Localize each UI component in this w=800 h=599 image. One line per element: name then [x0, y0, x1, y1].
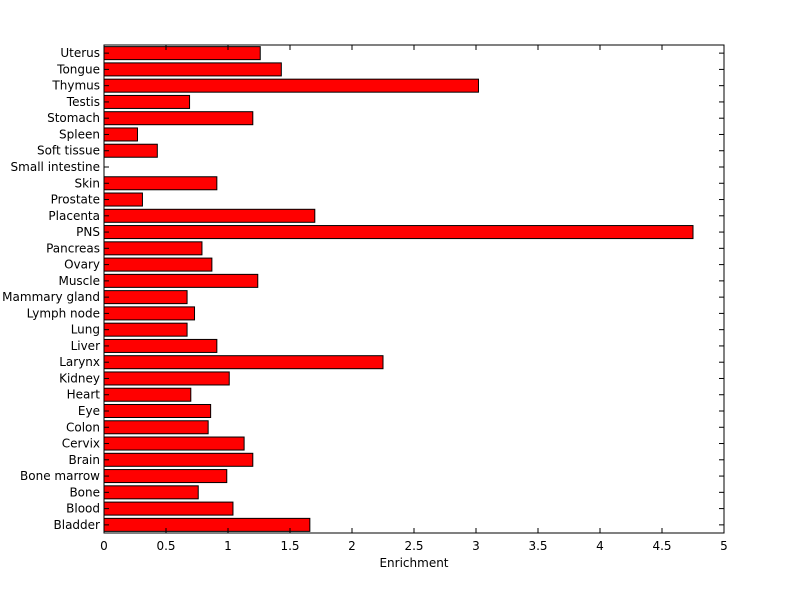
bar-brain	[103, 452, 254, 467]
y-tick-label-bladder: Bladder	[54, 518, 101, 532]
bar-soft-tissue	[103, 143, 158, 158]
bar-lymph-node	[103, 306, 196, 321]
bar-muscle	[103, 273, 259, 288]
y-tick-label-cervix: Cervix	[62, 437, 100, 451]
bar-pancreas	[103, 241, 203, 256]
y-tick-label-ovary: Ovary	[64, 258, 100, 272]
y-tick-label-soft-tissue: Soft tissue	[37, 144, 100, 158]
y-tick-label-tongue: Tongue	[56, 62, 100, 76]
bar-testis	[103, 94, 191, 109]
y-ticks-group: Bladder Blood Bone Bone marrow Brain Cervix Co…	[2, 46, 724, 532]
x-tick-label-9: 4.5	[652, 539, 671, 553]
y-tick-label-lymph-node: Lymph node	[27, 306, 100, 320]
x-tick-label-1: 0.5	[156, 539, 175, 553]
y-tick-label-heart: Heart	[67, 388, 101, 402]
x-tick-label-4: 2	[348, 539, 356, 553]
y-tick-label-stomach: Stomach	[47, 111, 100, 125]
plot-frame	[103, 44, 725, 534]
bar-colon	[103, 420, 209, 435]
bar-cervix	[103, 436, 245, 451]
bar-bladder	[103, 517, 311, 532]
x-tick-label-2: 1	[224, 539, 232, 553]
y-tick-label-testis: Testis	[66, 95, 100, 109]
y-tick-label-prostate: Prostate	[51, 193, 100, 207]
x-tick-label-10: 5	[720, 539, 728, 553]
bar-lung	[103, 322, 188, 337]
y-tick-label-lung: Lung	[71, 323, 100, 337]
bar-spleen	[103, 127, 138, 142]
y-tick-label-spleen: Spleen	[59, 127, 100, 141]
x-tick-label-3: 1.5	[280, 539, 299, 553]
bar-mammary-gland	[103, 290, 188, 305]
x-ticks-group: 0 0.5 1 1.5 2 2.5 3 3.5 4 4.5 5	[100, 45, 728, 553]
bar-uterus	[103, 46, 261, 61]
y-tick-label-small-intestine: Small intestine	[11, 160, 100, 174]
bar-bone-marrow	[103, 469, 228, 484]
bar-eye	[103, 403, 212, 419]
y-tick-label-colon: Colon	[66, 420, 100, 434]
bar-liver	[103, 338, 218, 353]
y-tick-label-brain: Brain	[69, 453, 100, 467]
bar-placenta	[103, 208, 316, 223]
bar-pns	[103, 225, 694, 240]
x-tick-label-6: 3	[472, 539, 480, 553]
bar-kidney	[103, 371, 230, 386]
y-tick-label-larynx: Larynx	[59, 355, 100, 369]
x-tick-label-5: 2.5	[404, 539, 423, 553]
bar-blood	[103, 501, 234, 516]
y-tick-label-mammary-gland: Mammary gland	[2, 290, 100, 304]
bar-tongue	[103, 62, 282, 77]
bar-thymus	[103, 78, 479, 93]
bar-ovary	[103, 257, 213, 272]
y-tick-label-bone: Bone	[69, 485, 100, 499]
y-tick-label-blood: Blood	[66, 502, 100, 516]
y-tick-label-thymus: Thymus	[51, 79, 100, 93]
y-tick-label-muscle: Muscle	[58, 274, 100, 288]
bar-bone	[103, 485, 199, 500]
bar-skin	[103, 176, 218, 191]
x-tick-label-0: 0	[100, 539, 108, 553]
bar-prostate	[103, 192, 143, 207]
y-tick-label-uterus: Uterus	[60, 46, 100, 60]
bar-heart	[103, 387, 192, 402]
x-tick-label-7: 3.5	[528, 539, 547, 553]
y-tick-label-pancreas: Pancreas	[46, 241, 100, 255]
y-tick-label-pns: PNS	[76, 225, 100, 239]
x-tick-label-8: 4	[596, 539, 604, 553]
y-tick-label-eye: Eye	[78, 404, 100, 418]
y-tick-label-liver: Liver	[71, 339, 101, 353]
x-axis-label: Enrichment	[379, 556, 448, 570]
bar-stomach	[103, 111, 254, 126]
y-tick-label-skin: Skin	[74, 176, 100, 190]
bar-larynx	[103, 355, 384, 370]
y-tick-label-kidney: Kidney	[59, 371, 100, 385]
y-tick-label-bone-marrow: Bone marrow	[20, 469, 100, 483]
y-tick-label-placenta: Placenta	[48, 209, 100, 223]
